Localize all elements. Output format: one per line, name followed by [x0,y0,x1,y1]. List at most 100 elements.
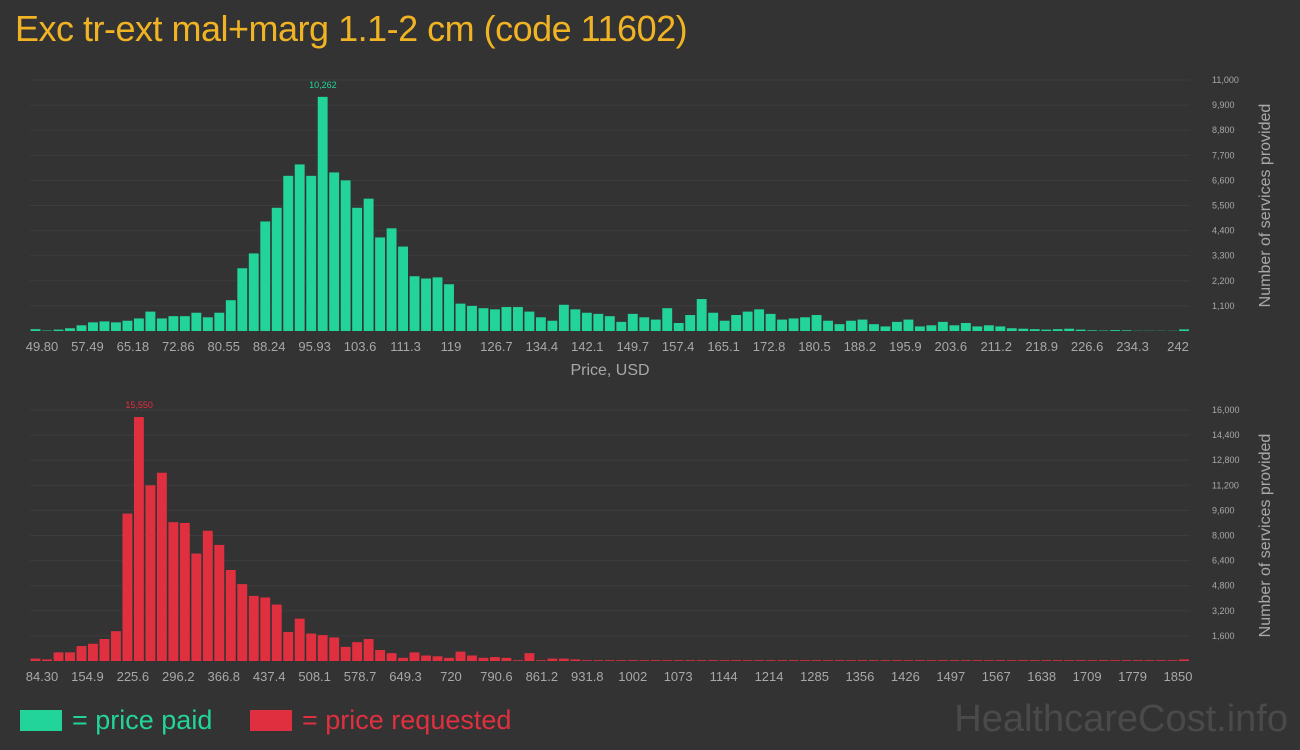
y-tick-label: 9,600 [1212,505,1235,515]
x-tick-label: 649.3 [389,669,422,684]
bar [1167,660,1178,661]
x-tick-label: 172.8 [753,339,786,354]
bar [972,326,983,331]
bar [340,180,351,331]
bar [455,651,466,661]
y-tick-label: 4,400 [1212,226,1235,236]
bar [524,311,535,331]
bar [535,317,546,331]
x-tick-label: 366.8 [207,669,240,684]
bar [937,321,948,331]
legend-requested-label: = price requested [302,705,512,735]
x-tick-label: 49.80 [26,339,59,354]
bar [30,658,41,661]
x-tick-label: 1002 [618,669,647,684]
bar [914,326,925,331]
bar [283,631,294,661]
bar [191,312,202,331]
bar [329,172,340,331]
x-tick-label: 861.2 [526,669,559,684]
bar [237,268,248,331]
bar [765,660,776,661]
bar [1110,330,1121,331]
bar [983,660,994,661]
bar [1087,660,1098,661]
bar [535,660,546,661]
bar [558,304,569,331]
bar [363,639,374,661]
bar [1052,660,1063,661]
bar [455,303,466,331]
bar [352,207,363,331]
bar [283,175,294,331]
bar [903,319,914,331]
bar [1144,660,1155,661]
bar [1029,329,1040,331]
x-tick-label: 119 [441,339,462,354]
x-tick-label: 126.7 [480,339,513,354]
bar [42,659,52,661]
x-tick-label: 188.2 [844,339,877,354]
x-tick-label: 103.6 [344,339,377,354]
peak-value-label: 10,262 [309,80,337,90]
bar [1064,328,1075,331]
x-tick-label: 88.24 [253,339,286,354]
bar [306,175,317,331]
bar [547,320,558,331]
bar [547,658,558,661]
bar [156,472,167,661]
x-tick-label: 578.7 [344,669,377,684]
bar [133,417,144,661]
x-tick-label: 142.1 [571,339,604,354]
bar [1133,660,1144,661]
x-tick-label: 84.30 [26,669,59,684]
bar [191,553,202,661]
bar [133,318,144,331]
legend-paid-swatch [20,710,62,731]
bar [501,307,512,331]
bar [294,618,305,661]
bar [570,659,581,661]
bar [432,277,443,331]
bar [834,324,845,331]
bar [225,300,236,331]
bar [1179,659,1189,661]
bar [811,660,822,661]
legend-paid-label: = price paid [72,705,213,735]
bar [352,642,363,661]
bar [696,299,707,331]
bar [1041,329,1052,331]
y-tick-label: 3,200 [1212,606,1235,616]
bar [604,660,615,661]
bar [88,643,98,661]
bar [156,318,167,331]
y-tick-label: 6,400 [1212,556,1235,566]
x-tick-label: 1567 [982,669,1011,684]
bar [478,308,489,331]
bar [949,660,960,661]
bar [754,660,765,661]
bar [306,633,317,661]
bar [179,522,190,661]
bar [512,660,523,661]
bar [685,315,696,331]
bar [490,657,500,661]
watermark: HealthcareCost.info [954,698,1288,740]
bar [478,657,489,661]
y-tick-label: 11,200 [1212,480,1239,490]
bar [99,321,110,331]
bar [742,660,753,661]
x-tick-label: 95.93 [298,339,331,354]
y-tick-label: 5,500 [1212,201,1235,211]
x-tick-label: 1073 [664,669,693,684]
bar [512,307,523,331]
bar [765,313,776,331]
x-tick-label: 218.9 [1025,339,1058,354]
bar [926,325,937,331]
bar [627,660,638,661]
bar [1110,660,1121,661]
x-tick-label: 508.1 [298,669,331,684]
bar [444,284,454,331]
bar [593,313,604,331]
bar [639,317,650,331]
